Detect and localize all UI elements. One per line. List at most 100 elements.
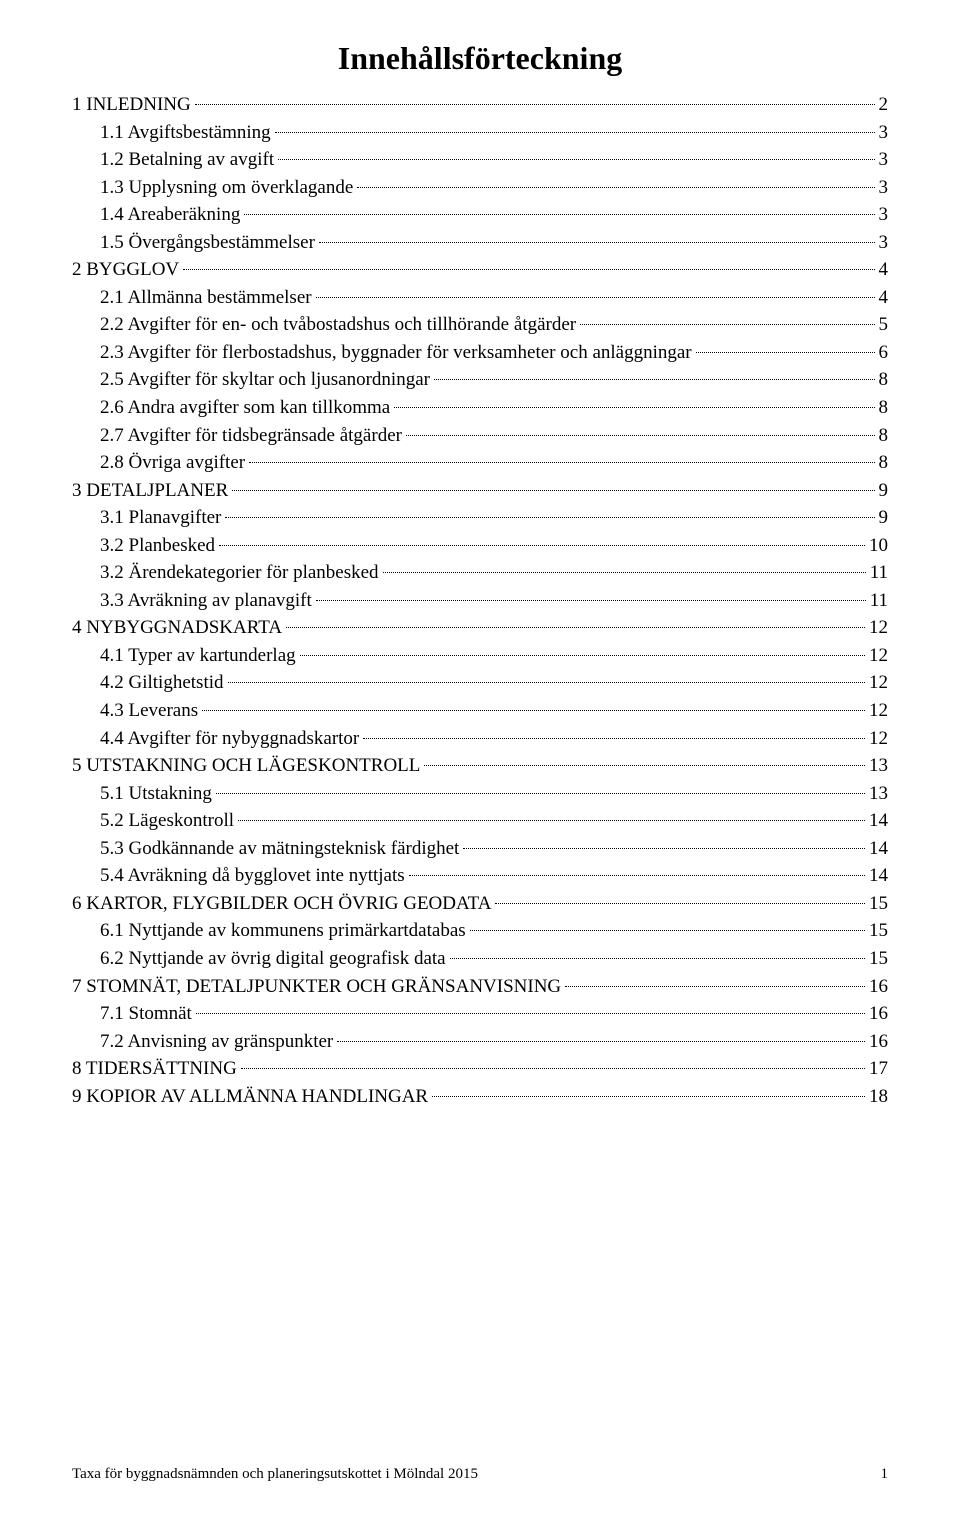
toc-entry-label: 4.4 Avgifter för nybyggnadskartor bbox=[100, 725, 359, 753]
toc-entry-label: 2.8 Övriga avgifter bbox=[100, 449, 245, 477]
toc-leader bbox=[450, 958, 865, 959]
toc-entry-label: 9 KOPIOR AV ALLMÄNNA HANDLINGAR bbox=[72, 1083, 428, 1111]
toc-entry-page: 12 bbox=[869, 614, 888, 642]
toc-entry-page: 14 bbox=[869, 807, 888, 835]
toc-entry-label: 1.2 Betalning av avgift bbox=[100, 146, 274, 174]
toc-entry-page: 12 bbox=[869, 697, 888, 725]
toc-entry: 1.4 Areaberäkning 3 bbox=[72, 201, 888, 229]
toc-entry-page: 11 bbox=[870, 559, 888, 587]
toc-entry: 4 NYBYGGNADSKARTA 12 bbox=[72, 614, 888, 642]
toc-entry-label: 1.5 Övergångsbestämmelser bbox=[100, 229, 315, 257]
toc-leader bbox=[409, 875, 865, 876]
toc-entry-page: 8 bbox=[879, 394, 889, 422]
toc-entry: 6.1 Nyttjande av kommunens primärkartdat… bbox=[72, 917, 888, 945]
toc-entry-label: 1 INLEDNING bbox=[72, 91, 191, 119]
toc-entry-page: 12 bbox=[869, 725, 888, 753]
toc-leader bbox=[196, 1013, 865, 1014]
toc-leader bbox=[275, 132, 875, 133]
document-page: Innehållsförteckning 1 INLEDNING 21.1 Av… bbox=[0, 0, 960, 1523]
toc-leader bbox=[406, 435, 875, 436]
toc-leader bbox=[383, 572, 866, 573]
toc-entry-label: 8 TIDERSÄTTNING bbox=[72, 1055, 237, 1083]
toc-leader bbox=[470, 930, 865, 931]
toc-entry: 2.8 Övriga avgifter 8 bbox=[72, 449, 888, 477]
toc-entry-label: 5.3 Godkännande av mätningsteknisk färdi… bbox=[100, 835, 459, 863]
toc-entry-page: 4 bbox=[879, 284, 889, 312]
toc-entry-label: 3 DETALJPLANER bbox=[72, 477, 228, 505]
toc-entry: 3.2 Ärendekategorier för planbesked 11 bbox=[72, 559, 888, 587]
toc-entry: 5 UTSTAKNING OCH LÄGESKONTROLL 13 bbox=[72, 752, 888, 780]
toc-entry-label: 2.1 Allmänna bestämmelser bbox=[100, 284, 312, 312]
toc-leader bbox=[434, 379, 875, 380]
toc-entry: 1.5 Övergångsbestämmelser 3 bbox=[72, 229, 888, 257]
toc-leader bbox=[357, 187, 874, 188]
toc-entry-label: 4.3 Leverans bbox=[100, 697, 198, 725]
toc-entry-page: 3 bbox=[879, 146, 889, 174]
toc-leader bbox=[219, 545, 865, 546]
toc-entry-page: 16 bbox=[869, 1000, 888, 1028]
toc-entry: 3 DETALJPLANER 9 bbox=[72, 477, 888, 505]
toc-leader bbox=[183, 269, 874, 270]
footer-text: Taxa för byggnadsnämnden och planeringsu… bbox=[72, 1466, 478, 1483]
toc-container: 1 INLEDNING 21.1 Avgiftsbestämning 31.2 … bbox=[72, 91, 888, 1110]
toc-entry-page: 3 bbox=[879, 174, 889, 202]
toc-entry-label: 3.3 Avräkning av planavgift bbox=[100, 587, 312, 615]
toc-entry-label: 6 KARTOR, FLYGBILDER OCH ÖVRIG GEODATA bbox=[72, 890, 491, 918]
toc-entry-page: 8 bbox=[879, 449, 889, 477]
toc-leader bbox=[432, 1096, 865, 1097]
toc-entry: 2 BYGGLOV 4 bbox=[72, 256, 888, 284]
toc-entry: 5.2 Lägeskontroll 14 bbox=[72, 807, 888, 835]
toc-entry-label: 7.2 Anvisning av gränspunkter bbox=[100, 1028, 333, 1056]
toc-entry-page: 13 bbox=[869, 752, 888, 780]
toc-entry-page: 9 bbox=[879, 477, 889, 505]
toc-entry-label: 5.2 Lägeskontroll bbox=[100, 807, 234, 835]
toc-entry-label: 5 UTSTAKNING OCH LÄGESKONTROLL bbox=[72, 752, 420, 780]
toc-entry-label: 3.1 Planavgifter bbox=[100, 504, 221, 532]
page-footer: Taxa för byggnadsnämnden och planeringsu… bbox=[72, 1466, 888, 1483]
toc-entry-label: 1.3 Upplysning om överklagande bbox=[100, 174, 353, 202]
toc-leader bbox=[249, 462, 874, 463]
toc-entry-label: 2 BYGGLOV bbox=[72, 256, 179, 284]
toc-entry-page: 10 bbox=[869, 532, 888, 560]
toc-entry: 3.1 Planavgifter 9 bbox=[72, 504, 888, 532]
toc-entry: 7.2 Anvisning av gränspunkter 16 bbox=[72, 1028, 888, 1056]
toc-entry-page: 3 bbox=[879, 201, 889, 229]
toc-entry-label: 2.6 Andra avgifter som kan tillkomma bbox=[100, 394, 390, 422]
toc-entry-page: 12 bbox=[869, 642, 888, 670]
toc-entry: 2.2 Avgifter för en- och tvåbostadshus o… bbox=[72, 311, 888, 339]
toc-leader bbox=[337, 1041, 865, 1042]
toc-leader bbox=[238, 820, 865, 821]
toc-entry-label: 7 STOMNÄT, DETALJPUNKTER OCH GRÄNSANVISN… bbox=[72, 973, 561, 1001]
toc-leader bbox=[300, 655, 865, 656]
toc-entry-page: 6 bbox=[879, 339, 889, 367]
toc-entry: 4.3 Leverans 12 bbox=[72, 697, 888, 725]
toc-leader bbox=[241, 1068, 865, 1069]
toc-entry-label: 4.2 Giltighetstid bbox=[100, 669, 224, 697]
toc-entry: 5.3 Godkännande av mätningsteknisk färdi… bbox=[72, 835, 888, 863]
toc-entry-label: 2.2 Avgifter för en- och tvåbostadshus o… bbox=[100, 311, 576, 339]
toc-leader bbox=[232, 490, 874, 491]
toc-entry-page: 8 bbox=[879, 366, 889, 394]
toc-entry-page: 2 bbox=[879, 91, 889, 119]
toc-entry-page: 16 bbox=[869, 973, 888, 1001]
toc-entry-page: 13 bbox=[869, 780, 888, 808]
toc-entry-page: 15 bbox=[869, 890, 888, 918]
toc-entry-page: 12 bbox=[869, 669, 888, 697]
toc-entry-label: 6.2 Nyttjande av övrig digital geografis… bbox=[100, 945, 446, 973]
toc-leader bbox=[319, 242, 875, 243]
toc-leader bbox=[225, 517, 874, 518]
toc-leader bbox=[696, 352, 875, 353]
toc-entry-page: 3 bbox=[879, 229, 889, 257]
toc-entry-label: 5.4 Avräkning då bygglovet inte nyttjats bbox=[100, 862, 405, 890]
toc-entry-label: 4.1 Typer av kartunderlag bbox=[100, 642, 296, 670]
toc-entry: 2.1 Allmänna bestämmelser 4 bbox=[72, 284, 888, 312]
toc-entry: 3.3 Avräkning av planavgift 11 bbox=[72, 587, 888, 615]
toc-entry: 5.1 Utstakning 13 bbox=[72, 780, 888, 808]
toc-entry: 6 KARTOR, FLYGBILDER OCH ÖVRIG GEODATA 1… bbox=[72, 890, 888, 918]
footer-page-number: 1 bbox=[881, 1466, 889, 1483]
toc-entry-label: 7.1 Stomnät bbox=[100, 1000, 192, 1028]
toc-entry-label: 3.2 Ärendekategorier för planbesked bbox=[100, 559, 379, 587]
toc-entry-page: 15 bbox=[869, 917, 888, 945]
toc-entry: 2.3 Avgifter för flerbostadshus, byggnad… bbox=[72, 339, 888, 367]
toc-entry: 1.3 Upplysning om överklagande 3 bbox=[72, 174, 888, 202]
